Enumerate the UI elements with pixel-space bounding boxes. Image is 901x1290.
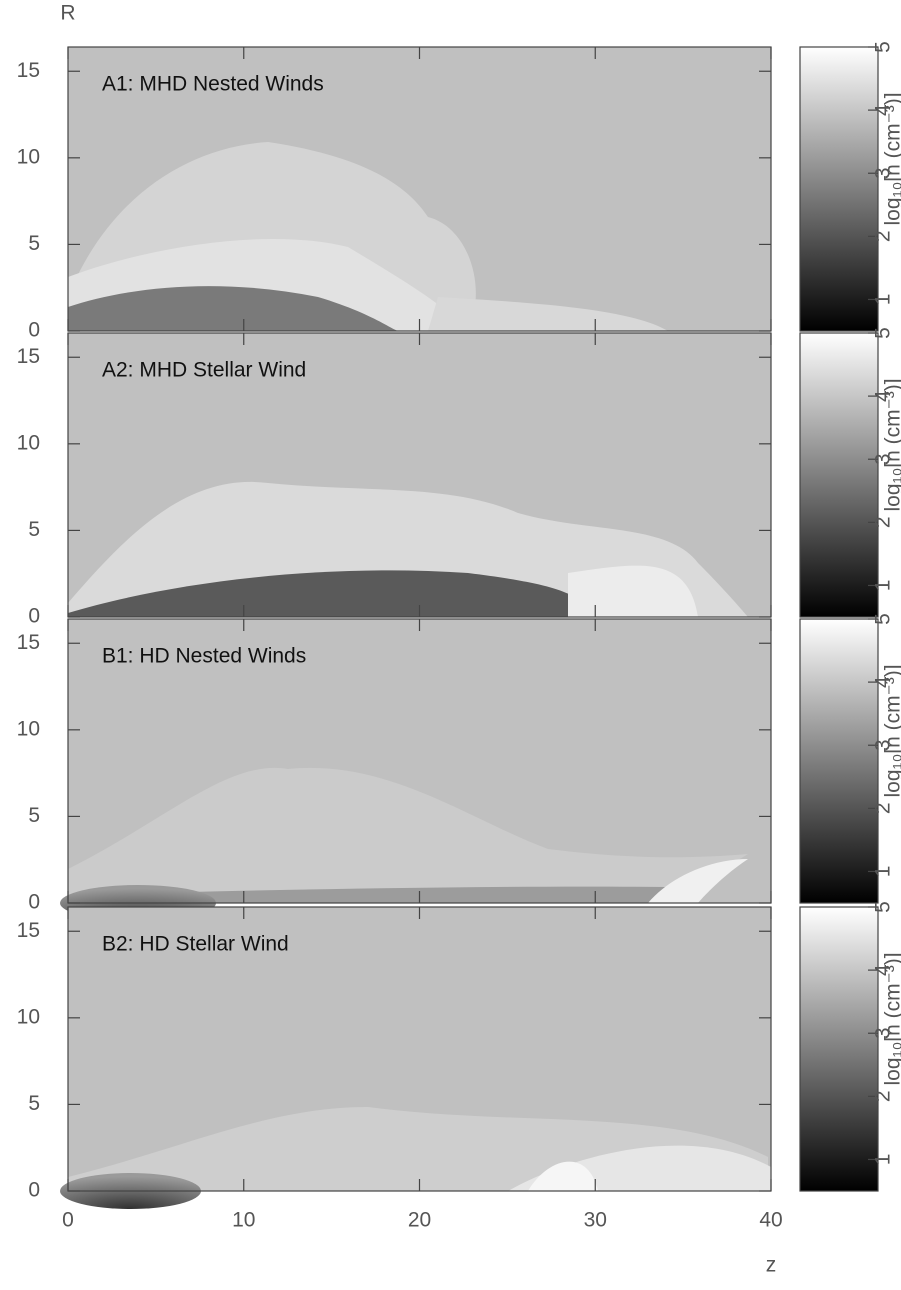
y-axis-label: R (60, 2, 75, 25)
colorbar-label: log₁₀[n (cm⁻³)] (882, 378, 901, 511)
x-tick-label: 40 (759, 1209, 782, 1232)
figure: R z A1: MHD Nested Winds05101512345log₁₀… (0, 0, 901, 1290)
panel-title: A2: MHD Stellar Wind (102, 359, 306, 382)
panel-title: A1: MHD Nested Winds (102, 73, 324, 96)
colorbar-label: log₁₀[n (cm⁻³)] (882, 952, 901, 1085)
colorbar (800, 619, 878, 903)
colorbar-tick-label: 2 (872, 802, 895, 814)
y-tick-label: 15 (17, 345, 40, 368)
colorbar-tick-label: 2 (872, 516, 895, 528)
y-tick-label: 15 (17, 631, 40, 654)
x-tick-label: 20 (408, 1209, 431, 1232)
colorbar-label: log₁₀[n (cm⁻³)] (882, 664, 901, 797)
colorbar-tick-label: 5 (872, 41, 895, 53)
colorbar-tick-label: 1 (872, 866, 895, 878)
colorbar-tick-label: 1 (872, 580, 895, 592)
colorbar-tick-label: 1 (872, 1154, 895, 1166)
y-tick-label: 5 (28, 804, 40, 827)
y-tick-label: 5 (28, 1092, 40, 1115)
y-tick-label: 10 (17, 145, 40, 168)
y-tick-label: 0 (28, 891, 40, 914)
x-axis-label: z (766, 1254, 777, 1277)
colorbar-tick-label: 2 (872, 1090, 895, 1102)
colorbar (800, 47, 878, 331)
colorbar (800, 333, 878, 617)
panel-title: B1: HD Nested Winds (102, 645, 306, 668)
y-tick-label: 0 (28, 1179, 40, 1202)
y-tick-label: 15 (17, 59, 40, 82)
x-tick-label: 10 (232, 1209, 255, 1232)
y-tick-label: 15 (17, 919, 40, 942)
colorbar-label: log₁₀[n (cm⁻³)] (882, 92, 901, 225)
y-tick-label: 10 (17, 431, 40, 454)
y-tick-label: 10 (17, 717, 40, 740)
y-tick-label: 0 (28, 319, 40, 342)
colorbar-tick-label: 5 (872, 327, 895, 339)
panel-title: B2: HD Stellar Wind (102, 933, 289, 956)
colorbar-tick-label: 5 (872, 613, 895, 625)
y-tick-label: 0 (28, 605, 40, 628)
y-tick-label: 10 (17, 1005, 40, 1028)
x-tick-label: 0 (62, 1209, 74, 1232)
colorbar (800, 907, 878, 1191)
y-tick-label: 5 (28, 518, 40, 541)
colorbar-tick-label: 2 (872, 230, 895, 242)
x-tick-label: 30 (584, 1209, 607, 1232)
y-tick-label: 5 (28, 232, 40, 255)
colorbar-tick-label: 1 (872, 294, 895, 306)
colorbar-tick-label: 5 (872, 901, 895, 913)
